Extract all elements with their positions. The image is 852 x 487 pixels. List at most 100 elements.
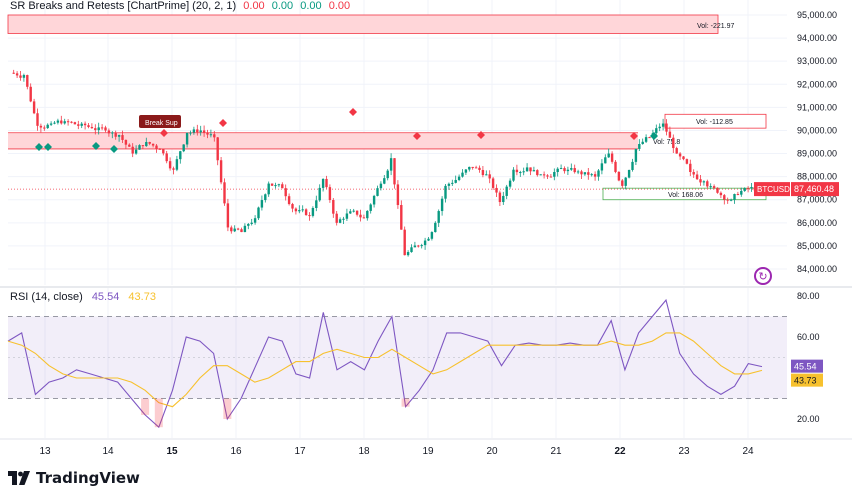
candle xyxy=(145,142,148,147)
rsi-name: RSI (14, close) xyxy=(10,291,83,303)
candle xyxy=(621,180,624,186)
candle xyxy=(291,204,294,209)
candle xyxy=(22,75,26,78)
candle xyxy=(406,252,410,256)
resistance-zone xyxy=(7,14,719,34)
candle xyxy=(389,158,393,171)
candle xyxy=(512,169,515,181)
indicator-value: 0.00 xyxy=(243,0,265,12)
candle xyxy=(19,75,22,78)
candle xyxy=(638,143,641,149)
candle xyxy=(253,218,257,223)
price-tag xyxy=(791,182,839,197)
candle xyxy=(362,217,366,219)
candle xyxy=(417,245,420,247)
candle xyxy=(345,213,349,219)
candle xyxy=(743,188,746,191)
candle xyxy=(311,207,315,216)
price-tick-label: 86,000.00 xyxy=(797,218,837,228)
candle xyxy=(148,142,151,144)
candle xyxy=(624,177,627,186)
sell-signal-marker xyxy=(219,119,227,127)
candle xyxy=(46,124,49,129)
candle xyxy=(434,222,437,233)
candle xyxy=(260,200,264,208)
time-tick-label: 16 xyxy=(230,446,242,457)
replay-icon[interactable]: ↻ xyxy=(754,267,772,285)
candle xyxy=(77,124,80,126)
candle xyxy=(196,129,199,133)
candle xyxy=(202,130,206,133)
candle xyxy=(750,187,753,189)
candle xyxy=(168,161,172,169)
candle xyxy=(107,130,111,134)
candle xyxy=(179,151,182,160)
sell-signal-marker xyxy=(160,129,168,137)
candle xyxy=(267,183,270,195)
candle xyxy=(583,172,587,175)
candle xyxy=(641,141,644,144)
candle xyxy=(420,245,423,247)
candle xyxy=(243,225,247,233)
rsi-oversold-fill xyxy=(141,398,150,415)
time-tick-label: 22 xyxy=(614,446,626,457)
candle xyxy=(355,210,359,215)
candle xyxy=(15,73,19,76)
rsi-ma-tag xyxy=(791,373,823,387)
candle xyxy=(94,128,97,131)
rsi-tag xyxy=(791,359,823,373)
candle xyxy=(413,245,417,248)
buy-signal-marker xyxy=(110,145,118,153)
price-tick-label: 93,000.00 xyxy=(797,56,837,66)
candle xyxy=(257,207,260,219)
candle xyxy=(284,188,287,197)
candle xyxy=(308,215,311,217)
rsi-line xyxy=(7,298,763,429)
candle xyxy=(658,126,661,129)
candle xyxy=(335,213,338,223)
candle xyxy=(349,211,352,214)
candle xyxy=(43,127,46,129)
candle xyxy=(573,168,576,173)
candle xyxy=(597,170,600,177)
candle xyxy=(128,144,131,147)
sell-signal-marker xyxy=(413,132,421,140)
price-tick-label: 90,000.00 xyxy=(797,125,837,135)
candle xyxy=(485,174,488,176)
candle xyxy=(672,137,675,149)
candle xyxy=(746,188,750,190)
candle xyxy=(315,200,318,208)
candle xyxy=(519,172,522,174)
candle xyxy=(451,182,454,184)
candle xyxy=(298,210,301,212)
candle xyxy=(155,145,158,149)
candle xyxy=(294,208,298,212)
buy-signal-marker xyxy=(44,143,52,151)
price-tick-label: 89,000.00 xyxy=(797,149,837,159)
candle xyxy=(318,187,321,201)
candle xyxy=(90,126,94,129)
candle xyxy=(488,174,491,179)
candle xyxy=(97,127,100,131)
time-tick-label: 20 xyxy=(486,446,498,457)
candle xyxy=(631,161,634,170)
candle xyxy=(699,179,702,183)
candle xyxy=(60,120,63,124)
candle xyxy=(556,168,559,173)
candle xyxy=(410,247,413,253)
candle xyxy=(124,139,128,145)
price-tick-label: 94,000.00 xyxy=(797,33,837,43)
candle xyxy=(648,137,651,139)
candle xyxy=(226,203,230,228)
rsi-oversold-fill xyxy=(154,398,163,428)
rsi-legend[interactable]: RSI (14, close) 45.54 43.73 xyxy=(10,291,156,303)
candle xyxy=(665,123,668,132)
indicator-legend[interactable]: SR Breaks and Retests [ChartPrime] (20, … xyxy=(10,0,350,12)
candle xyxy=(182,144,185,152)
candle xyxy=(209,134,213,136)
candle xyxy=(457,176,461,180)
candle xyxy=(223,182,226,204)
candle xyxy=(281,184,284,189)
candle xyxy=(553,172,556,177)
